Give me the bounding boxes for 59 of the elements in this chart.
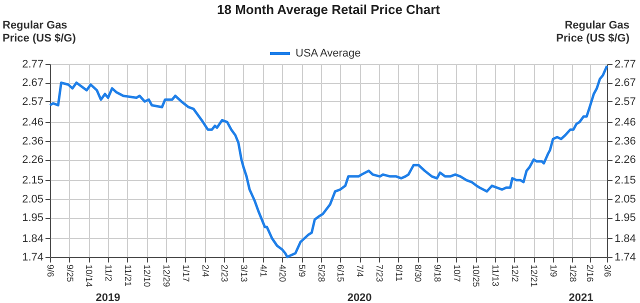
y-tick-label: 1.95 [22, 212, 44, 224]
x-tick-label: 3/6 [602, 264, 612, 278]
y2-tick-label: 2.46 [614, 116, 636, 129]
y-tick-label: 2.57 [22, 96, 44, 108]
y-tick-label: 1.74 [22, 252, 44, 264]
y-tick-label: 2.05 [22, 193, 44, 206]
x-tick-label: 12/21 [529, 264, 540, 288]
y2-tick-label: 2.57 [614, 96, 636, 108]
x-tick-label: 11/2 [104, 264, 114, 282]
y-tick-label: 2.36 [22, 135, 44, 148]
x-tick-label: 7/23 [374, 264, 384, 282]
x-tick-label: 10/25 [471, 264, 482, 288]
x-tick-label: 1/17 [180, 264, 191, 282]
x-tick-label: 8/30 [413, 264, 424, 282]
x-tick-label: 2/23 [220, 264, 230, 282]
x-tick-label: 2/4 [200, 264, 210, 278]
x-tick-label: 11/13 [490, 264, 500, 286]
chart-title: 18 Month Average Retail Price Chart [217, 2, 441, 17]
x-tick-label: 10/14 [84, 264, 94, 288]
x-tick-label: 12/10 [142, 264, 152, 288]
y-tick-label: 2.77 [22, 58, 44, 70]
y2-tick-label: 2.05 [614, 193, 636, 206]
x-tick-label: 5/9 [297, 264, 308, 278]
x-tick-label: 9/18 [432, 264, 442, 282]
y2-tick-label: 1.95 [614, 212, 636, 224]
x-tick-label: 9/25 [64, 264, 75, 282]
y2-tick-label: 1.74 [614, 252, 636, 264]
text: 2021 [568, 292, 594, 303]
y-tick-label: 2.26 [22, 154, 44, 166]
x-tick-label: 11/21 [122, 264, 133, 286]
text: 2019 [96, 292, 120, 303]
x-tick-label: 1/28 [568, 264, 578, 282]
y2-tick-label: 2.26 [614, 154, 636, 166]
y-tick-label: 2.15 [22, 174, 44, 187]
x-tick-label: 10/7 [452, 264, 462, 282]
x-tick-label: 12/29 [162, 264, 172, 288]
x-tick-label: 9/6 [46, 264, 56, 278]
y-tick-label: 1.84 [22, 232, 44, 245]
x-tick-label: 3/13 [238, 264, 249, 282]
x-tick-label: 4/1 [258, 264, 268, 278]
y2-axis-title: Regular Gas Price (US $/G) [556, 20, 630, 44]
y-tick-label: 2.46 [22, 116, 44, 129]
y2-tick-label: 2.67 [614, 77, 636, 90]
y-axis-title: Regular Gas Price (US $/G) [2, 20, 76, 44]
y2-tick-label: 2.77 [614, 58, 636, 70]
x-tick-label: 12/2 [510, 264, 520, 282]
x-tick-label: 6/15 [336, 264, 346, 282]
x-tick-label: 4/20 [278, 264, 288, 282]
x-tick-label: 7/4 [355, 264, 366, 278]
x-tick-label: 8/11 [394, 264, 404, 282]
y2-tick-label: 2.15 [614, 174, 636, 187]
y-tick-label: 2.67 [22, 77, 44, 90]
y2-tick-label: 2.36 [614, 135, 636, 148]
x-tick-label: 2/16 [585, 264, 596, 282]
x-tick-label: 5/28 [316, 264, 326, 282]
x-tick-label: 1/9 [548, 264, 559, 278]
legend-label: USA Average [296, 48, 361, 60]
text: 2020 [347, 292, 372, 303]
y2-tick-label: 1.84 [614, 232, 636, 245]
